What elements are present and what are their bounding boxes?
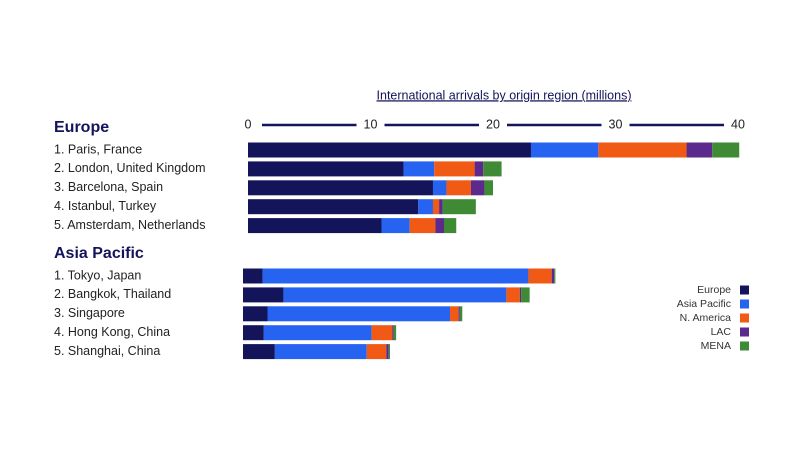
bar-segment <box>528 268 552 284</box>
bar-segment <box>392 325 394 341</box>
bar-segment <box>435 218 444 234</box>
bar-segment <box>248 199 419 215</box>
bar-segment <box>386 344 389 360</box>
bar-segment <box>551 268 555 284</box>
group-header: Asia Pacific <box>54 245 144 262</box>
legend-swatch <box>740 341 749 351</box>
bar-segment <box>403 161 435 177</box>
bar-segment <box>506 287 520 303</box>
bar-segment <box>442 199 476 215</box>
row-label: 1. Paris, France <box>54 142 142 156</box>
bar-segment <box>274 344 367 360</box>
bar-segment <box>243 306 268 322</box>
bar-segment <box>243 344 275 360</box>
bar-segment <box>267 306 451 322</box>
legend-label: Europe <box>697 284 731 296</box>
bar-segment <box>519 287 522 303</box>
bar-segment <box>243 268 263 284</box>
row-label: 5. Shanghai, China <box>54 344 160 358</box>
bar-segment <box>432 199 440 215</box>
bar-segment <box>712 142 740 158</box>
bar-segment <box>248 218 382 234</box>
bar-segment <box>554 268 556 284</box>
x-tick-label: 10 <box>364 117 378 131</box>
row-label: 1. Tokyo, Japan <box>54 268 141 282</box>
bar-segment <box>418 199 433 215</box>
bar-segment <box>248 180 433 196</box>
bar-segment <box>248 142 531 158</box>
bar-segment <box>409 218 436 234</box>
bar-segment <box>598 142 687 158</box>
bar-segment <box>243 325 264 341</box>
bar-segment <box>283 287 507 303</box>
bar-segment <box>458 306 460 322</box>
row-label: 3. Singapore <box>54 306 125 320</box>
legend-swatch <box>740 299 749 309</box>
bar-segment <box>393 325 397 341</box>
bar-segment <box>521 287 530 303</box>
bar-segment <box>388 344 390 360</box>
axis-title: International arrivals by origin region … <box>377 88 632 102</box>
bar-segment <box>371 325 393 341</box>
bar-segment <box>432 180 447 196</box>
legend-swatch <box>740 285 749 295</box>
bar-segment <box>243 287 284 303</box>
bar-segment <box>459 306 463 322</box>
bar-segment <box>381 218 410 234</box>
legend-label: Asia Pacific <box>677 298 731 310</box>
legend-label: LAC <box>711 326 732 338</box>
bar-segment <box>263 325 372 341</box>
bar-segment <box>686 142 713 158</box>
bar-segment <box>450 306 459 322</box>
row-label: 2. Bangkok, Thailand <box>54 287 171 301</box>
bar-segment <box>446 180 471 196</box>
x-tick-label: 40 <box>731 117 745 131</box>
bar-segment <box>439 199 443 215</box>
bar-segment <box>444 218 457 234</box>
bar-segment <box>248 161 404 177</box>
bar-segment <box>262 268 529 284</box>
row-label: 4. Hong Kong, China <box>54 325 170 339</box>
bar-segment <box>470 180 485 196</box>
row-label: 2. London, United Kingdom <box>54 161 206 175</box>
x-tick-label: 20 <box>486 117 500 131</box>
bar-segment <box>474 161 484 177</box>
x-tick-label: 30 <box>609 117 623 131</box>
bar-segment <box>366 344 387 360</box>
bar-segment <box>530 142 599 158</box>
legend-swatch <box>740 313 749 323</box>
bar-segment <box>484 180 493 196</box>
row-label: 4. Istanbul, Turkey <box>54 199 157 213</box>
legend-label: N. America <box>680 312 732 324</box>
legend-label: MENA <box>701 340 731 352</box>
row-label: 5. Amsterdam, Netherlands <box>54 218 205 232</box>
group-header: Europe <box>54 119 109 136</box>
bar-segment <box>483 161 502 177</box>
legend-swatch <box>740 327 749 337</box>
x-tick-label: 0 <box>245 117 252 131</box>
bar-segment <box>434 161 475 177</box>
row-label: 3. Barcelona, Spain <box>54 180 163 194</box>
